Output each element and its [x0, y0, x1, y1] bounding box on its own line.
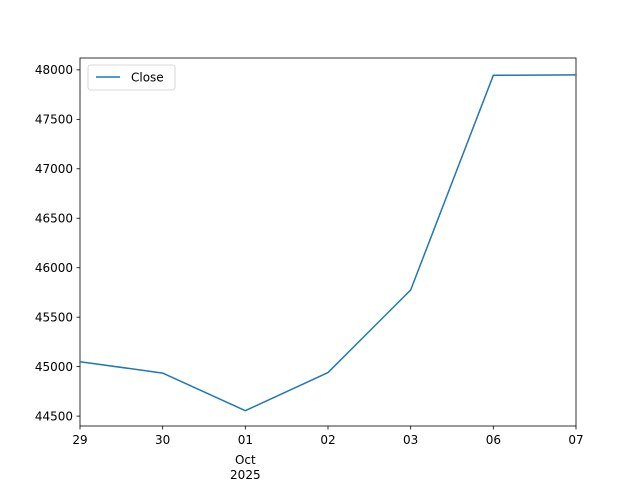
y-tick-label: 48000 [35, 63, 73, 77]
y-tick-label: 45000 [35, 360, 73, 374]
x-tick-label: 30 [155, 433, 170, 447]
x-tick-label: 03 [403, 433, 418, 447]
x-tick-label: 06 [486, 433, 501, 447]
y-tick-label: 44500 [35, 409, 73, 423]
x-tick-label: 29 [72, 433, 87, 447]
y-tick-label: 46500 [35, 212, 73, 226]
x-tick-label: 07 [568, 433, 583, 447]
y-tick-label: 47500 [35, 113, 73, 127]
y-tick-label: 47000 [35, 162, 73, 176]
x-tick-label: 02 [320, 433, 335, 447]
x-tick-sublabel: Oct [235, 453, 256, 467]
legend: Close [88, 65, 175, 90]
x-tick-label: 01 [238, 433, 253, 447]
y-tick-label: 46000 [35, 261, 73, 275]
legend-label: Close [131, 70, 164, 84]
y-tick-label: 45500 [35, 310, 73, 324]
x-tick-sublabel: 2025 [230, 468, 261, 480]
